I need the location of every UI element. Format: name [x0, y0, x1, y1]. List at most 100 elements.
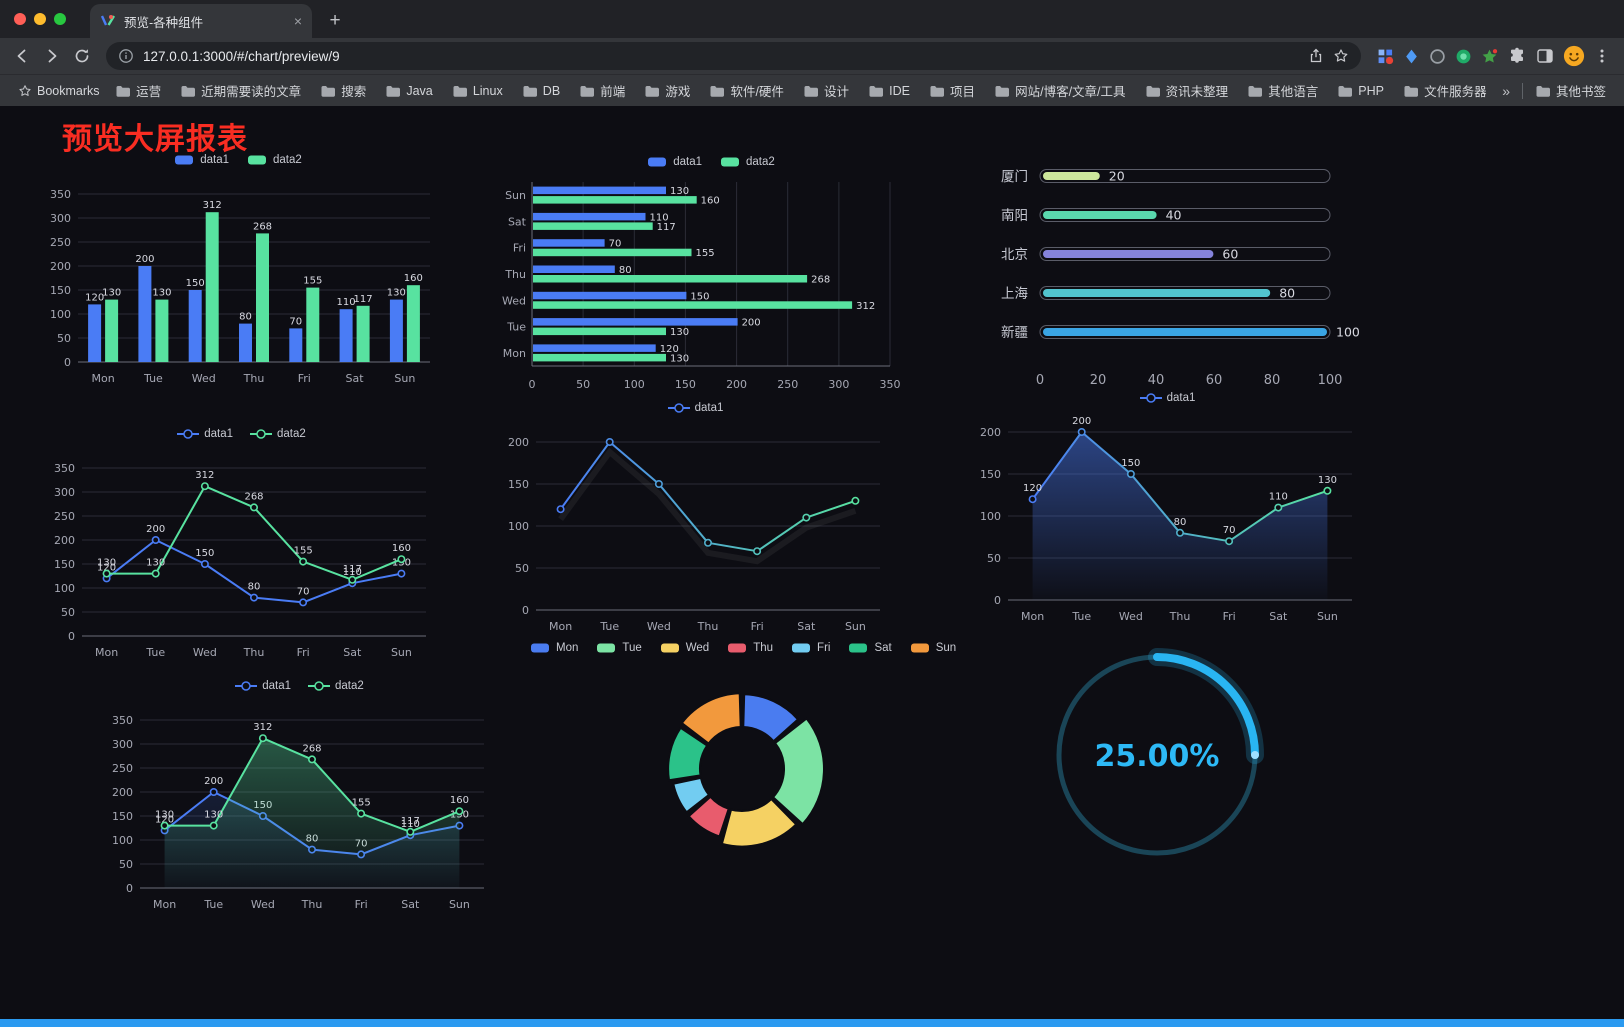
legend-item-Sun[interactable]: Sun [908, 642, 956, 654]
bookmark-label: 前端 [600, 85, 626, 99]
bookmark-folder-item[interactable]: 设计 [797, 78, 855, 103]
svg-text:200: 200 [742, 318, 761, 329]
legend-item-Mon[interactable]: Mon [528, 642, 578, 654]
legend-item-data1[interactable]: data1 [645, 156, 702, 168]
legend-label: data1 [673, 156, 702, 168]
svg-text:Mon: Mon [503, 347, 526, 360]
url-text[interactable]: 127.0.0.1:3000/#/chart/preview/9 [143, 48, 340, 64]
share-icon[interactable] [1308, 48, 1324, 64]
svg-text:120: 120 [85, 292, 104, 303]
bookmark-label: 软件/硬件 [730, 85, 784, 99]
reload-button[interactable] [68, 42, 96, 70]
svg-text:120: 120 [155, 814, 174, 825]
legend-item-Wed[interactable]: Wed [658, 642, 709, 654]
svg-text:Sat: Sat [797, 620, 816, 633]
svg-text:130: 130 [155, 810, 174, 821]
legend-item-Sat[interactable]: Sat [846, 642, 892, 654]
svg-text:50: 50 [61, 606, 75, 619]
legend-item-Tue[interactable]: Tue [594, 642, 642, 654]
svg-text:110: 110 [343, 567, 362, 578]
legend-item-data2[interactable]: data2 [245, 154, 302, 166]
extension-diamond-icon[interactable] [1403, 48, 1420, 65]
bookmark-folder-item[interactable]: 前端 [573, 78, 631, 103]
bookmark-folder-item[interactable]: Linux [446, 81, 509, 101]
bookmark-folder-item[interactable]: 游戏 [638, 78, 696, 103]
extension-circle-gray-icon[interactable] [1429, 48, 1446, 65]
folder-icon [1338, 85, 1353, 97]
svg-text:150: 150 [980, 468, 1001, 481]
legend-label: data1 [200, 154, 229, 166]
svg-text:Thu: Thu [1169, 610, 1191, 623]
legend-label: data1 [694, 402, 724, 414]
bookmark-folder-item[interactable]: 网站/博客/文章/工具 [988, 78, 1131, 103]
side-panel-icon[interactable] [1536, 47, 1554, 65]
svg-text:200: 200 [112, 786, 133, 799]
extension-circle-green-icon[interactable] [1455, 48, 1472, 65]
bookmark-folder-item[interactable]: 运营 [109, 78, 167, 103]
bookmark-star-icon[interactable] [1333, 48, 1349, 64]
legend-item-data1[interactable]: data1 [667, 402, 724, 414]
svg-text:268: 268 [253, 221, 272, 232]
folder-icon [1146, 85, 1160, 97]
profile-avatar[interactable] [1563, 45, 1585, 67]
address-bar[interactable]: 127.0.0.1:3000/#/chart/preview/9 [106, 42, 1361, 70]
extension-grid-icon[interactable] [1377, 48, 1394, 65]
bookmark-folder-item[interactable]: DB [516, 81, 566, 101]
legend-item-data2[interactable]: data2 [718, 156, 775, 168]
bookmark-folder-item[interactable]: IDE [862, 81, 916, 101]
bookmark-folder-item[interactable]: 软件/硬件 [703, 78, 789, 103]
bookmark-folder-item[interactable]: Java [379, 81, 438, 101]
svg-text:Sun: Sun [845, 620, 866, 633]
window-minimize-button[interactable] [34, 13, 46, 25]
tab-close-icon[interactable]: × [293, 13, 302, 29]
site-info-icon[interactable] [118, 48, 134, 64]
legend-swatch [849, 643, 868, 653]
legend-item-Thu[interactable]: Thu [725, 642, 773, 654]
new-tab-button[interactable]: + [329, 10, 341, 31]
bookmarks-overflow-button[interactable]: » [1502, 82, 1510, 99]
svg-text:Mon: Mon [153, 898, 176, 911]
bookmark-folder-item[interactable]: 文件服务器 [1397, 78, 1493, 103]
svg-text:100: 100 [508, 520, 529, 533]
bookmark-folder-item[interactable]: 其他语言 [1241, 78, 1324, 103]
svg-text:70: 70 [289, 316, 302, 327]
back-button[interactable] [8, 42, 36, 70]
svg-text:130: 130 [146, 558, 165, 569]
svg-text:Fri: Fri [513, 242, 526, 255]
legend-item-data2[interactable]: data2 [249, 428, 306, 440]
svg-text:250: 250 [50, 236, 71, 249]
svg-text:Mon: Mon [549, 620, 572, 633]
bookmark-folder-item[interactable]: 搜索 [314, 78, 372, 103]
svg-text:Thu: Thu [697, 620, 719, 633]
legend-item-data1[interactable]: data1 [1139, 392, 1195, 404]
svg-text:120: 120 [1023, 483, 1042, 494]
two-series-line-canvas: 0 50 100 150 200 250 300 350 Mon Tue Wed Thu Fri Sat S… [54, 462, 426, 659]
svg-text:Sat: Sat [508, 215, 527, 228]
puzzle-icon[interactable] [1507, 46, 1527, 66]
bookmark-item-bookmarks[interactable]: Bookmarks [12, 81, 106, 101]
window-close-button[interactable] [14, 13, 26, 25]
other-bookmarks-folder[interactable]: 其他书签 [1529, 78, 1612, 103]
legend-item-data1[interactable]: data1 [234, 680, 291, 692]
bookmark-folder-item[interactable]: 资讯未整理 [1139, 78, 1235, 103]
folder-icon [1248, 85, 1263, 97]
legend-item-data2[interactable]: data2 [307, 680, 364, 692]
svg-text:Fri: Fri [355, 898, 368, 911]
menu-kebab-icon[interactable] [1594, 48, 1610, 64]
legend-item-data1[interactable]: data1 [176, 428, 233, 440]
browser-tab[interactable]: 预览-各种组件 × [90, 4, 312, 38]
bookmark-folder-item[interactable]: 项目 [923, 78, 981, 103]
two-series-area-legend: data1 data2 [98, 676, 500, 696]
legend-item-Fri[interactable]: Fri [789, 642, 830, 654]
bookmark-folder-item[interactable]: PHP [1331, 81, 1390, 101]
legend-item-data1[interactable]: data1 [172, 154, 229, 166]
window-zoom-button[interactable] [54, 13, 66, 25]
svg-text:Sun: Sun [394, 372, 415, 385]
extension-star-icon[interactable] [1481, 48, 1498, 65]
svg-text:150: 150 [186, 278, 205, 289]
svg-text:80: 80 [1279, 286, 1295, 301]
legend-label: Tue [622, 642, 642, 654]
bookmark-folder-item[interactable]: 近期需要读的文章 [174, 78, 307, 103]
forward-button[interactable] [38, 42, 66, 70]
folder-icon [804, 85, 818, 97]
